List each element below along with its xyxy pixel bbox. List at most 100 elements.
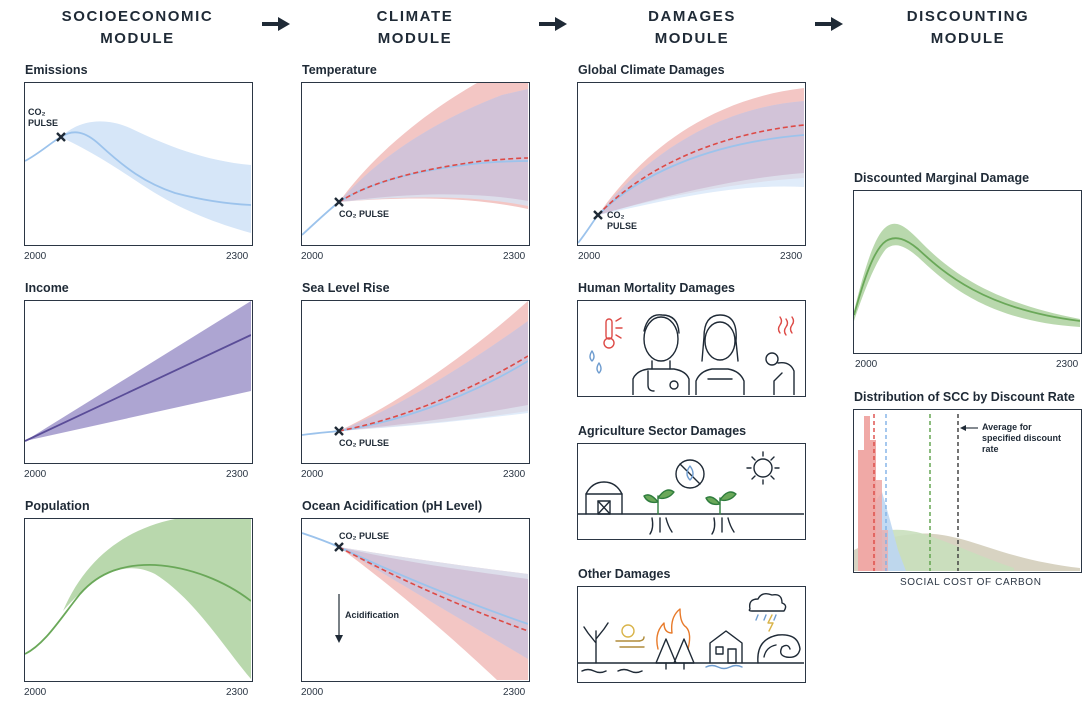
nurse-icon — [695, 314, 745, 395]
temperature-panel: CO₂ PULSE — [301, 82, 530, 246]
x-axis-caption: SOCIAL COST OF CARBON — [900, 577, 1042, 588]
panel-title-distribution: Distribution of SCC by Discount Rate — [854, 390, 1075, 404]
income-uncertainty-band — [25, 301, 251, 441]
sea-level-chart — [302, 301, 528, 436]
ocean-panel: CO₂ PULSE Acidification — [301, 518, 530, 682]
population-chart — [25, 519, 251, 679]
barn-icon — [585, 481, 623, 515]
pulse-marker-icon — [334, 542, 344, 552]
panel-title-income: Income — [25, 281, 69, 295]
x-axis-start: 2000 — [24, 251, 47, 262]
temperature-overlap-band — [339, 89, 528, 202]
histogram-bar-red — [864, 416, 870, 571]
population-panel — [24, 518, 253, 682]
ocean-chart — [302, 532, 528, 680]
discounted-chart — [854, 223, 1080, 327]
pulse-marker-icon — [334, 426, 344, 436]
pulse-marker-icon — [334, 197, 344, 207]
module-title-damages: DAMAGES MODULE — [648, 8, 736, 47]
population-uncertainty-band — [63, 519, 251, 679]
global-damages-chart — [578, 88, 804, 244]
panel-title-global-damages: Global Climate Damages — [578, 63, 725, 77]
global-damages-line — [578, 134, 804, 244]
pulse-label: CO₂ PULSE — [339, 209, 390, 219]
wind-icon — [615, 624, 645, 648]
x-axis-start: 2000 — [301, 251, 324, 262]
module-title-socioeconomic: SOCIOECONOMIC MODULE — [61, 8, 214, 47]
x-axis-start: 2000 — [301, 469, 324, 480]
arrow-down-icon — [335, 594, 343, 643]
panel-title-ocean-acidification: Ocean Acidification (pH Level) — [302, 499, 483, 513]
global-damages-panel: CO₂ PULSE — [577, 82, 806, 246]
plant-icon — [643, 489, 675, 515]
wildfire-icon — [655, 608, 695, 670]
emissions-line — [25, 131, 251, 206]
storm-cloud-icon — [748, 592, 787, 632]
arrow-right-icon — [815, 17, 843, 31]
x-axis-start: 2000 — [301, 687, 324, 698]
water-drop-icon — [589, 350, 602, 374]
x-axis-end: 2300 — [503, 251, 526, 262]
pulse-label: CO₂ PULSE — [339, 531, 390, 541]
temperature-chart — [302, 83, 528, 236]
pulse-marker-icon — [56, 132, 66, 142]
x-axis-start: 2000 — [24, 687, 47, 698]
agriculture-illustration — [578, 451, 804, 535]
bare-tree-icon — [583, 622, 609, 664]
x-axis-start: 2000 — [24, 469, 47, 480]
panel-title-emissions: Emissions — [25, 63, 88, 77]
sun-icon — [746, 451, 780, 485]
panel-title-agriculture: Agriculture Sector Damages — [578, 424, 747, 438]
other-panel — [577, 586, 806, 683]
wave-icon — [757, 634, 801, 664]
x-axis-start: 2000 — [578, 251, 601, 262]
arrow-right-icon — [262, 17, 290, 31]
emissions-chart — [25, 121, 251, 233]
flooded-house-icon — [705, 630, 743, 670]
arrow-left-icon — [960, 425, 978, 431]
panel-title-other: Other Damages — [578, 567, 671, 581]
sick-person-icon — [765, 316, 795, 395]
discounted-panel — [853, 190, 1082, 354]
histogram-bar-red — [876, 480, 882, 571]
histogram-bar-red — [858, 450, 864, 571]
x-axis-end: 2300 — [503, 687, 526, 698]
panel-title-population: Population — [25, 499, 90, 513]
pulse-marker-icon — [593, 210, 603, 220]
discounted-line — [854, 237, 1080, 322]
temperature-dashed-line — [338, 157, 528, 203]
x-axis-end: 2300 — [226, 687, 249, 698]
panel-title-temperature: Temperature — [302, 63, 377, 77]
no-water-icon — [675, 459, 705, 489]
agriculture-panel — [577, 443, 806, 540]
panel-title-discounted: Discounted Marginal Damage — [854, 171, 1030, 185]
histogram-bar-red — [882, 530, 888, 571]
histogram-bar-red — [870, 440, 876, 571]
income-chart — [25, 301, 251, 442]
income-panel — [24, 300, 253, 464]
module-title-climate: CLIMATE MODULE — [376, 8, 454, 47]
x-axis-start: 2000 — [855, 359, 878, 370]
other-illustration — [578, 592, 804, 674]
mortality-panel — [577, 300, 806, 397]
average-note: Average for specified discount rate — [982, 422, 1062, 454]
arrow-right-icon — [539, 17, 567, 31]
x-axis-end: 2300 — [503, 469, 526, 480]
panel-title-sea-level-rise: Sea Level Rise — [302, 281, 390, 295]
sea-level-panel: CO₂ PULSE — [301, 300, 530, 464]
doctor-icon — [632, 314, 690, 395]
x-axis-end: 2300 — [226, 469, 249, 480]
thermometer-icon — [603, 317, 623, 349]
discounted-uncertainty-band — [854, 223, 1080, 327]
sea-level-line — [302, 360, 528, 436]
x-axis-end: 2300 — [226, 251, 249, 262]
distribution-panel: Average for specified discount rate — [853, 409, 1082, 573]
pulse-label: CO₂ PULSE — [607, 210, 638, 231]
income-line — [25, 334, 251, 442]
acidification-label: Acidification — [345, 610, 400, 620]
ocean-overlap-band — [339, 547, 528, 659]
population-line — [25, 564, 251, 655]
pulse-label: CO₂ PULSE — [339, 438, 390, 448]
sea-level-dashed-line — [338, 355, 528, 432]
module-title-discounting: DISCOUNTING MODULE — [906, 8, 1030, 47]
